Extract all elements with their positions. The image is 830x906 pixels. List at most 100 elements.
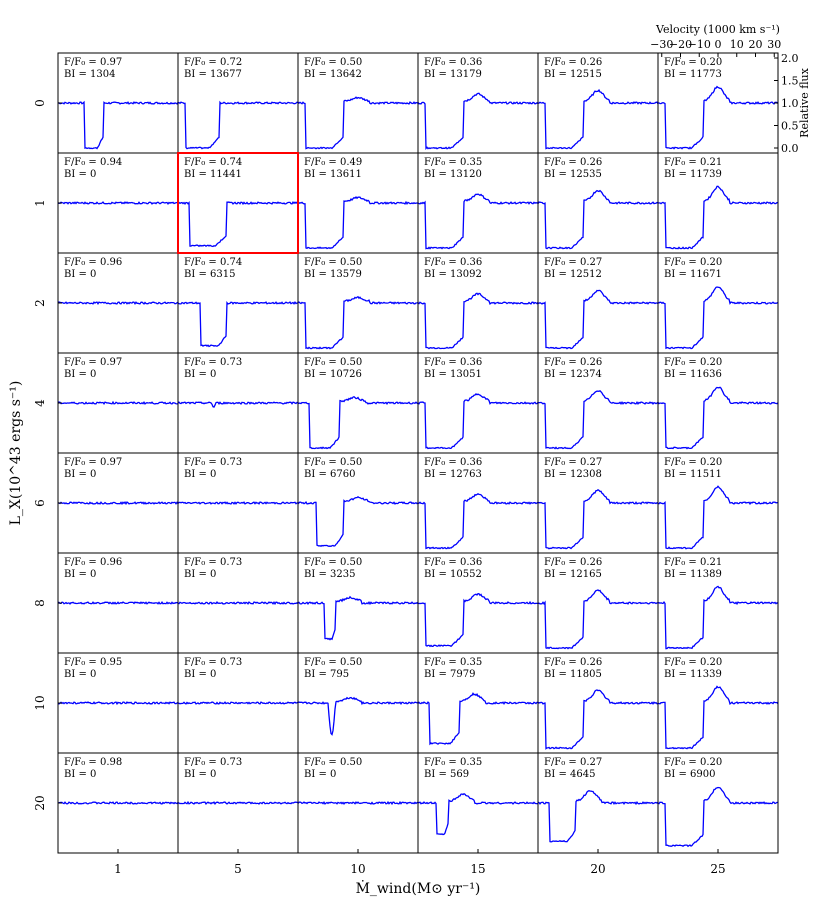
x-tick-label: 15 xyxy=(470,862,485,876)
flux-ratio-label: F/F₀ = 0.36 xyxy=(424,257,482,268)
y-tick-label: 6 xyxy=(33,499,47,507)
bi-label: BI = 4645 xyxy=(544,769,595,780)
spectrum-line xyxy=(57,400,179,405)
y-axis-label: L_X(10^43 ergs s⁻¹) xyxy=(8,381,24,526)
spectrum-line xyxy=(57,500,179,506)
flux-ratio-label: F/F₀ = 0.73 xyxy=(184,557,242,568)
spectrum-line xyxy=(657,685,779,750)
spectrum-line xyxy=(537,689,659,750)
spectrum-line xyxy=(177,100,299,150)
velocity-tick-label: −20 xyxy=(669,38,692,51)
spectrum-line xyxy=(297,495,419,547)
x-tick-label: 5 xyxy=(234,862,242,876)
bi-label: BI = 11441 xyxy=(184,169,242,180)
bi-label: BI = 10552 xyxy=(424,569,482,580)
y-tick-label: 0 xyxy=(33,99,47,107)
spectrum-line xyxy=(417,793,539,836)
bi-label: BI = 0 xyxy=(64,569,96,580)
spectrum-line xyxy=(537,189,659,250)
bi-label: BI = 13092 xyxy=(424,269,482,280)
bi-label: BI = 0 xyxy=(64,369,96,380)
flux-ratio-label: F/F₀ = 0.97 xyxy=(64,357,122,368)
flux-ratio-label: F/F₀ = 0.50 xyxy=(304,657,362,668)
bi-label: BI = 0 xyxy=(64,769,96,780)
velocity-axis-label: Velocity (1000 km s⁻¹) xyxy=(655,23,780,36)
x-tick-label: 20 xyxy=(590,862,605,876)
spectrum-line xyxy=(177,300,298,348)
bi-label: BI = 795 xyxy=(304,669,349,680)
bi-label: BI = 12308 xyxy=(544,469,602,480)
spectrum-line xyxy=(657,386,779,450)
spectrum-line xyxy=(57,201,179,206)
bi-label: BI = 11389 xyxy=(664,569,722,580)
spectrum-line xyxy=(57,301,179,306)
spectrum-line xyxy=(298,696,418,736)
flux-ratio-label: F/F₀ = 0.35 xyxy=(424,157,482,168)
spectrum-line xyxy=(297,800,419,806)
flux-ratio-label: F/F₀ = 0.97 xyxy=(64,57,122,68)
spectrum-line xyxy=(177,600,299,606)
bi-label: BI = 11636 xyxy=(664,369,722,380)
spectrum-line xyxy=(537,489,659,550)
spectrum-line xyxy=(417,593,538,648)
spectrum-line xyxy=(537,289,659,350)
bi-label: BI = 11671 xyxy=(664,269,722,280)
bi-label: BI = 13179 xyxy=(424,69,482,80)
flux-ratio-label: F/F₀ = 0.27 xyxy=(544,457,602,468)
bi-label: BI = 12535 xyxy=(544,169,602,180)
panel-frame xyxy=(57,52,779,854)
flux-ratio-label: F/F₀ = 0.21 xyxy=(664,557,722,568)
flux-ratio-label: F/F₀ = 0.49 xyxy=(304,157,362,168)
flux-ratio-label: F/F₀ = 0.26 xyxy=(544,157,602,168)
x-tick-label: 25 xyxy=(710,862,725,876)
x-tick-label: 1 xyxy=(114,862,122,876)
velocity-tick-label: 20 xyxy=(749,38,763,51)
flux-ratio-label: F/F₀ = 0.73 xyxy=(184,657,242,668)
bi-label: BI = 569 xyxy=(424,769,469,780)
flux-ratio-label: F/F₀ = 0.50 xyxy=(304,557,362,568)
bi-label: BI = 12165 xyxy=(544,569,602,580)
spectrum-line xyxy=(658,485,779,550)
velocity-tick-label: −10 xyxy=(688,38,711,51)
y-tick-label: 20 xyxy=(33,795,47,810)
highlight-box xyxy=(177,152,299,254)
spectrum-line xyxy=(537,88,659,150)
bi-label: BI = 1304 xyxy=(64,69,115,80)
bi-label: BI = 0 xyxy=(64,469,96,480)
flux-ratio-label: F/F₀ = 0.96 xyxy=(64,557,122,568)
flux-ratio-label: F/F₀ = 0.20 xyxy=(664,657,722,668)
spectrum-line xyxy=(177,501,299,505)
velocity-tick-label: 30 xyxy=(767,38,781,51)
flux-ratio-label: F/F₀ = 0.94 xyxy=(64,157,122,168)
bi-label: BI = 0 xyxy=(64,269,96,280)
flux-ratio-label: F/F₀ = 0.20 xyxy=(664,457,722,468)
spectrum-line xyxy=(417,493,539,550)
y-tick-label: 4 xyxy=(33,399,47,407)
bi-label: BI = 13051 xyxy=(424,369,482,380)
x-axis-label: Ṁ_wind(M⊙ yr⁻¹) xyxy=(356,879,481,897)
flux-ratio-label: F/F₀ = 0.73 xyxy=(184,757,242,768)
spectrum-line xyxy=(297,395,419,450)
x-tick-label: 10 xyxy=(350,862,365,876)
bi-label: BI = 6760 xyxy=(304,469,355,480)
bi-label: BI = 0 xyxy=(304,769,336,780)
spectrum-line xyxy=(297,595,419,641)
x-tick-labels: 1 5 10 15 20 25 xyxy=(114,849,726,876)
spectrum-line xyxy=(537,789,659,843)
bi-label: BI = 11805 xyxy=(544,669,602,680)
